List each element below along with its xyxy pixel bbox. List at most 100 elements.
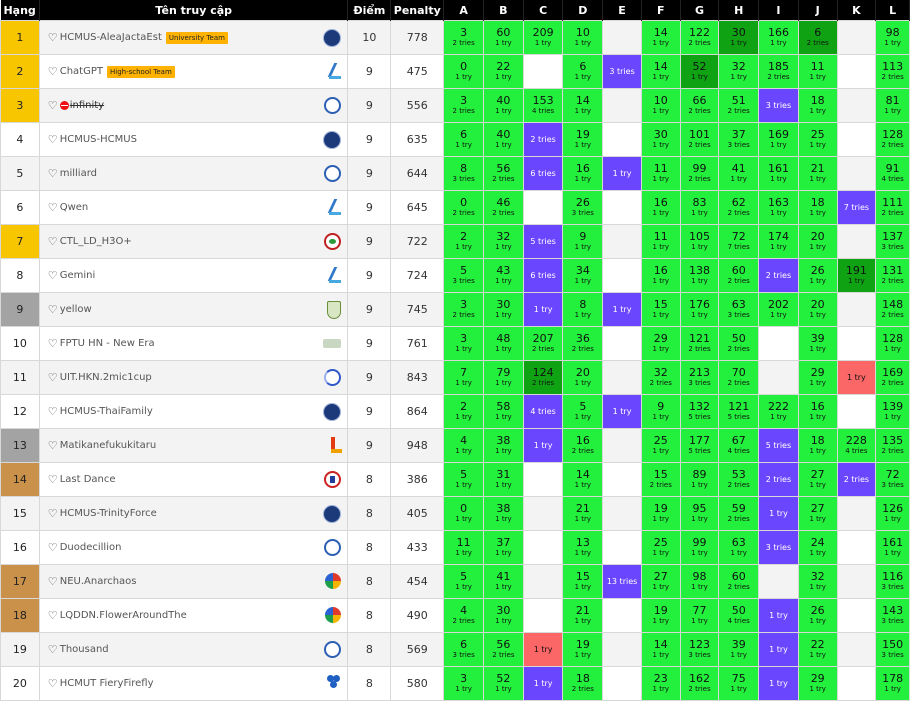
problem-cell-c[interactable]: 2 tries — [522, 122, 564, 157]
heart-icon[interactable]: ♡ — [47, 473, 58, 486]
heart-icon[interactable]: ♡ — [47, 439, 58, 452]
problem-cell-f[interactable]: 16 1 try — [640, 258, 681, 293]
problem-cell-d[interactable]: 20 1 try — [562, 360, 604, 395]
problem-cell-c[interactable]: 1 try — [522, 292, 564, 327]
header-problem-a[interactable]: A — [443, 0, 484, 21]
heart-icon[interactable]: ♡ — [47, 201, 58, 214]
problem-cell-d[interactable]: 15 1 try — [562, 564, 604, 599]
problem-cell-h[interactable]: 59 2 tries — [718, 496, 760, 531]
problem-cell-f[interactable]: 15 2 tries — [640, 462, 681, 497]
problem-cell-d[interactable]: 21 1 try — [562, 496, 604, 531]
problem-cell-c[interactable]: 207 2 tries — [522, 326, 564, 361]
username-link[interactable]: FPTU HN - New Era — [59, 338, 155, 349]
problem-cell-l[interactable]: 72 3 tries — [875, 462, 910, 497]
problem-cell-h[interactable]: 67 4 tries — [718, 428, 760, 463]
problem-cell-l[interactable]: 81 1 try — [875, 88, 910, 123]
heart-icon[interactable]: ♡ — [47, 235, 58, 248]
problem-cell-j[interactable]: 27 1 try — [797, 496, 838, 531]
problem-cell-d[interactable]: 10 1 try — [562, 20, 604, 55]
problem-cell-i[interactable]: 174 1 try — [758, 224, 799, 259]
problem-cell-l[interactable]: 113 2 tries — [875, 54, 910, 89]
header-problem-b[interactable]: B — [483, 0, 524, 21]
problem-cell-h[interactable]: 37 3 tries — [718, 122, 760, 157]
problem-cell-h[interactable]: 63 3 tries — [718, 292, 760, 327]
problem-cell-g[interactable]: 132 5 tries — [679, 394, 720, 429]
header-problem-j[interactable]: J — [798, 0, 838, 21]
username-link[interactable]: HCMUS-ThaiFamily — [59, 406, 153, 417]
problem-cell-j[interactable]: 16 1 try — [797, 394, 838, 429]
problem-cell-h[interactable]: 121 5 tries — [718, 394, 760, 429]
username-link[interactable]: Last Dance — [59, 474, 116, 485]
problem-cell-i[interactable]: 185 2 tries — [758, 54, 799, 89]
problem-cell-h[interactable]: 62 2 tries — [718, 190, 760, 225]
problem-cell-f[interactable]: 14 1 try — [640, 632, 681, 667]
problem-cell-j[interactable]: 26 1 try — [797, 598, 838, 633]
problem-cell-i[interactable]: 2 tries — [758, 462, 799, 497]
problem-cell-f[interactable]: 10 1 try — [640, 88, 681, 123]
problem-cell-b[interactable]: 38 1 try — [483, 496, 524, 531]
problem-cell-e[interactable]: 1 try — [602, 394, 642, 429]
header-problem-e[interactable]: E — [602, 0, 642, 21]
header-penalty[interactable]: Penalty — [390, 0, 445, 21]
heart-icon[interactable]: ♡ — [47, 643, 58, 656]
problem-cell-g[interactable]: 98 1 try — [679, 564, 720, 599]
problem-cell-i[interactable]: 1 try — [758, 666, 799, 701]
problem-cell-l[interactable]: 98 1 try — [875, 20, 910, 55]
problem-cell-l[interactable]: 161 1 try — [875, 530, 910, 565]
problem-cell-l[interactable]: 148 2 tries — [875, 292, 910, 327]
problem-cell-f[interactable]: 14 1 try — [640, 20, 681, 55]
problem-cell-i[interactable]: 166 1 try — [758, 20, 799, 55]
problem-cell-g[interactable]: 213 3 tries — [679, 360, 720, 395]
problem-cell-h[interactable]: 75 1 try — [718, 666, 760, 701]
heart-icon[interactable]: ♡ — [47, 609, 58, 622]
heart-icon[interactable]: ♡ — [47, 269, 58, 282]
header-problem-h[interactable]: H — [718, 0, 760, 21]
problem-cell-e[interactable]: 13 tries — [602, 564, 642, 599]
problem-cell-h[interactable]: 60 2 tries — [718, 564, 760, 599]
problem-cell-e[interactable]: 1 try — [602, 292, 642, 327]
problem-cell-f[interactable]: 11 1 try — [640, 156, 681, 191]
problem-cell-i[interactable]: 202 1 try — [758, 292, 799, 327]
problem-cell-j[interactable]: 27 1 try — [797, 462, 838, 497]
problem-cell-l[interactable]: 131 2 tries — [875, 258, 910, 293]
problem-cell-d[interactable]: 19 1 try — [562, 632, 604, 667]
heart-icon[interactable]: ♡ — [47, 303, 58, 316]
header-problem-c[interactable]: C — [523, 0, 564, 21]
problem-cell-f[interactable]: 29 1 try — [640, 326, 681, 361]
problem-cell-h[interactable]: 53 2 tries — [718, 462, 760, 497]
problem-cell-l[interactable]: 128 1 try — [875, 326, 910, 361]
problem-cell-i[interactable]: 1 try — [758, 598, 799, 633]
heart-icon[interactable]: ♡ — [47, 65, 58, 78]
problem-cell-c[interactable]: 209 1 try — [522, 20, 564, 55]
problem-cell-j[interactable]: 18 1 try — [797, 428, 838, 463]
problem-cell-d[interactable]: 16 1 try — [562, 156, 604, 191]
problem-cell-l[interactable]: 111 2 tries — [875, 190, 910, 225]
problem-cell-b[interactable]: 30 1 try — [483, 292, 524, 327]
problem-cell-i[interactable]: 163 1 try — [758, 190, 799, 225]
problem-cell-c[interactable]: 5 tries — [522, 224, 564, 259]
problem-cell-g[interactable]: 66 2 tries — [679, 88, 720, 123]
username-link[interactable]: ChatGPT — [59, 66, 103, 77]
problem-cell-h[interactable]: 51 2 tries — [718, 88, 760, 123]
username-link[interactable]: Gemini — [59, 270, 96, 281]
heart-icon[interactable]: ♡ — [47, 507, 58, 520]
problem-cell-b[interactable]: 22 1 try — [483, 54, 524, 89]
problem-cell-l[interactable]: 135 2 tries — [875, 428, 910, 463]
problem-cell-g[interactable]: 101 2 tries — [679, 122, 720, 157]
heart-icon[interactable]: ♡ — [47, 677, 58, 690]
problem-cell-i[interactable]: 2 tries — [758, 258, 799, 293]
problem-cell-h[interactable]: 70 2 tries — [718, 360, 760, 395]
problem-cell-d[interactable]: 16 2 tries — [562, 428, 604, 463]
problem-cell-h[interactable]: 72 7 tries — [718, 224, 760, 259]
problem-cell-g[interactable]: 99 1 try — [679, 530, 720, 565]
problem-cell-d[interactable]: 13 1 try — [562, 530, 604, 565]
problem-cell-h[interactable]: 32 1 try — [718, 54, 760, 89]
